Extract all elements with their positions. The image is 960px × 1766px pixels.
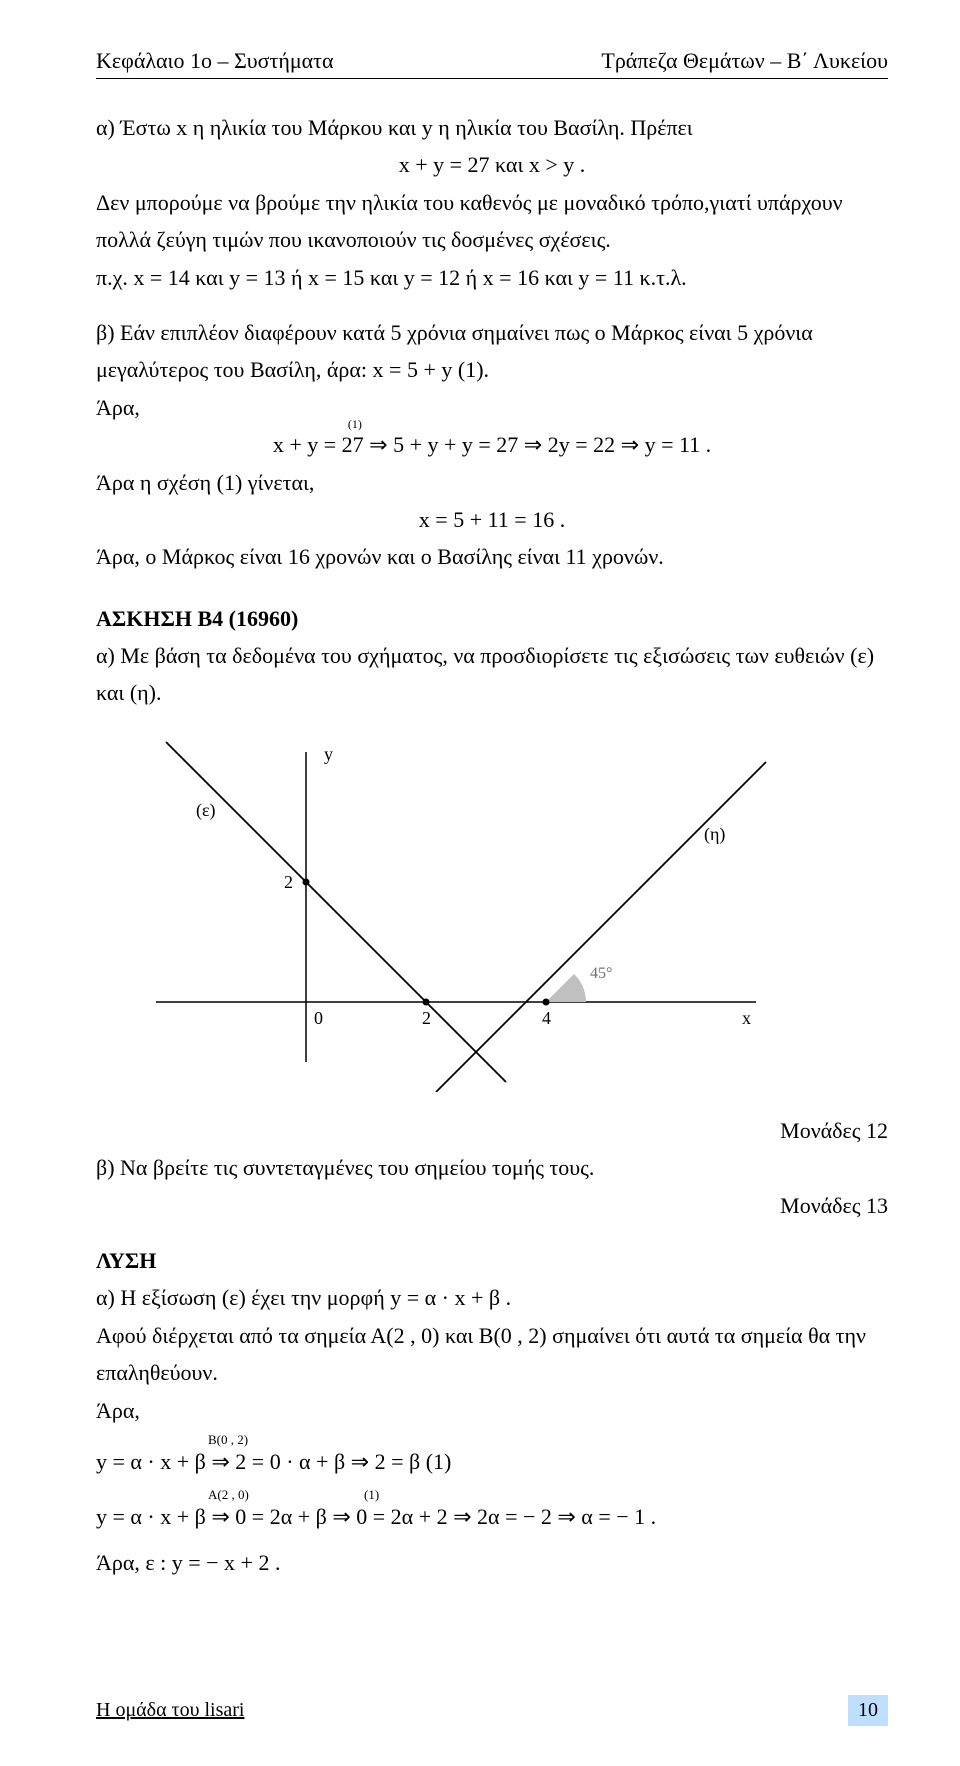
- point-x4: [543, 998, 550, 1005]
- paragraph-alpha-intro: α) Έστω x η ηλικία του Μάρκου και y η ηλ…: [96, 109, 888, 146]
- exercise-title: ΑΣΚΗΣΗ Β4 (16960): [96, 600, 888, 637]
- sol-over-2a: Α(2 , 0): [208, 1484, 249, 1506]
- label-eta: (η): [704, 824, 725, 845]
- label-two-y: 2: [284, 872, 293, 892]
- line-epsilon: [166, 742, 506, 1082]
- exercise-part-b: β) Να βρείτε τις συντεταγμένες του σημεί…: [96, 1149, 888, 1186]
- figure-lines: y x 0 2 2 4 (ε) (η) 45°: [136, 722, 888, 1092]
- label-angle-45: 45°: [590, 965, 612, 982]
- lines-chart-svg: y x 0 2 2 4 (ε) (η) 45°: [136, 722, 776, 1092]
- paragraph-sxesi: Άρα η σχέση (1) γίνεται,: [96, 464, 888, 501]
- label-zero: 0: [314, 1008, 323, 1028]
- page-footer: Η ομάδα του lisari 10: [96, 1695, 888, 1726]
- exercise-part-a: α) Με βάση τα δεδομένα του σχήματος, να …: [96, 637, 888, 712]
- solution-line2-wrap: Α(2 , 0) (1) y = α · x + β ⇒ 0 = 2α + β …: [96, 1498, 888, 1535]
- label-y: y: [324, 744, 333, 764]
- sol-over-2b: (1): [364, 1484, 379, 1506]
- label-four: 4: [542, 1008, 551, 1028]
- header-right: Τράπεζα Θεμάτων – Β΄ Λυκείου: [601, 48, 888, 74]
- eq2-main: x + y = 27 ⇒ 5 + y + y = 27 ⇒ 2y = 22 ⇒ …: [273, 432, 711, 457]
- paragraph-ara: Άρα,: [96, 389, 888, 426]
- footer-page-number: 10: [848, 1695, 888, 1726]
- equation-3: x = 5 + 11 = 16 .: [96, 501, 888, 538]
- solution-a3: Άρα,: [96, 1392, 888, 1429]
- solution-title: ΛΥΣΗ: [96, 1242, 888, 1279]
- marks-12: Μονάδες 12: [96, 1112, 888, 1149]
- line-eta: [436, 762, 766, 1092]
- angle-45-shade: [546, 974, 586, 1002]
- sol-over-1: Β(0 , 2): [208, 1429, 248, 1451]
- solution-a1: α) Η εξίσωση (ε) έχει την μορφή y = α · …: [96, 1279, 888, 1316]
- paragraph-no-unique: Δεν μπορούμε να βρούμε την ηλικία του κα…: [96, 184, 888, 259]
- header-left: Κεφάλαιο 1ο – Συστήματα: [96, 48, 334, 74]
- solution-line1-wrap: Β(0 , 2) y = α · x + β ⇒ 2 = 0 · α + β ⇒…: [96, 1443, 888, 1480]
- solution-line3: Άρα, ε : y = − x + 2 .: [96, 1544, 888, 1581]
- footer-team: Η ομάδα του lisari: [96, 1699, 244, 1722]
- equation-2: (1) x + y = 27 ⇒ 5 + y + y = 27 ⇒ 2y = 2…: [96, 426, 888, 463]
- paragraph-examples: π.χ. x = 14 και y = 13 ή x = 15 και y = …: [96, 259, 888, 296]
- page-header: Κεφάλαιο 1ο – Συστήματα Τράπεζα Θεμάτων …: [96, 48, 888, 79]
- label-x: x: [742, 1008, 751, 1028]
- paragraph-conclusion: Άρα, ο Μάρκος είναι 16 χρονών και ο Βασί…: [96, 538, 888, 575]
- solution-line1: y = α · x + β ⇒ 2 = 0 · α + β ⇒ 2 = β (1…: [96, 1449, 451, 1474]
- solution-a2: Αφού διέρχεται από τα σημεία Α(2 , 0) κα…: [96, 1317, 888, 1392]
- eq2-over: (1): [348, 414, 362, 434]
- paragraph-beta: β) Εάν επιπλέον διαφέρουν κατά 5 χρόνια …: [96, 314, 888, 389]
- label-two-x: 2: [422, 1008, 431, 1028]
- point-x2: [423, 998, 430, 1005]
- equation-1: x + y = 27 και x > y .: [96, 146, 888, 183]
- solution-line2: y = α · x + β ⇒ 0 = 2α + β ⇒ 0 = 2α + 2 …: [96, 1504, 656, 1529]
- marks-13: Μονάδες 13: [96, 1187, 888, 1224]
- point-y2: [303, 878, 310, 885]
- label-epsilon: (ε): [196, 800, 216, 821]
